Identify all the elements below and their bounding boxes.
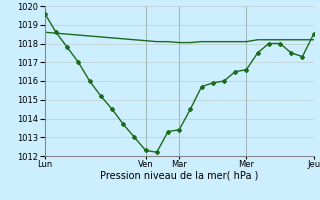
X-axis label: Pression niveau de la mer( hPa ): Pression niveau de la mer( hPa ) bbox=[100, 171, 258, 181]
